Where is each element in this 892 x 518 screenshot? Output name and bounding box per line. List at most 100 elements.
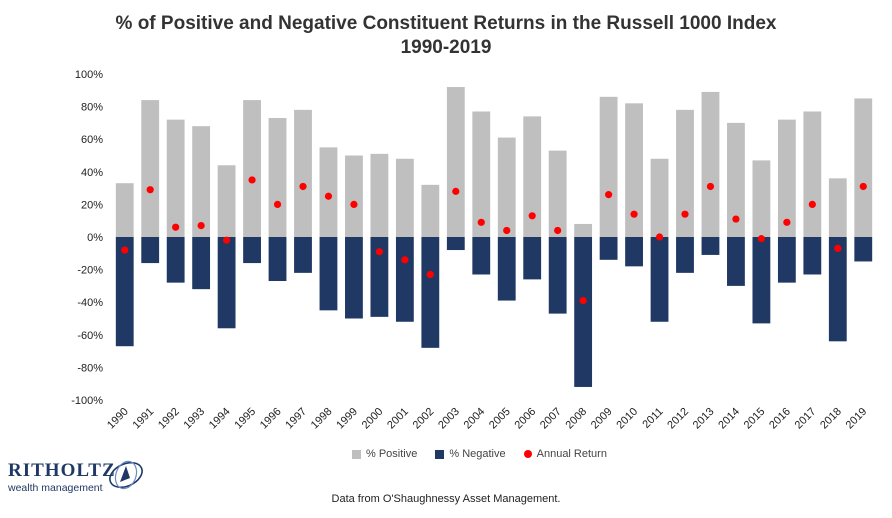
legend-item-annual: Annual Return <box>523 448 607 460</box>
logo-subtitle: wealth management <box>8 482 103 494</box>
annual-return-point <box>732 215 740 223</box>
annual-return-point <box>808 200 816 208</box>
annual-return-point <box>248 176 256 184</box>
positive-bar <box>141 100 160 237</box>
negative-bar <box>625 237 643 267</box>
legend-label-annual: Annual Return <box>536 448 607 460</box>
negative-bar <box>548 237 567 314</box>
x-tick-label: 2016 <box>767 406 793 432</box>
annual-return-point <box>299 182 307 191</box>
negative-bar <box>370 237 389 317</box>
annual-return-point <box>681 210 689 218</box>
source-note: Data from O'Shaughnessy Asset Management… <box>331 493 561 505</box>
chart-title-line2: 1990-2019 <box>400 37 492 58</box>
positive-bar <box>727 122 745 237</box>
positive-bar <box>777 119 796 237</box>
positive-bar <box>472 111 491 237</box>
negative-bar <box>446 237 465 251</box>
x-tick-label: 2019 <box>844 406 870 432</box>
y-tick-label: -40% <box>77 297 103 309</box>
positive-bar <box>192 126 211 237</box>
x-tick-label: 2012 <box>665 406 691 432</box>
positive-bar <box>803 111 822 237</box>
logo-emblem-icon <box>109 460 143 490</box>
annual-return-point <box>477 218 485 226</box>
positive-bar <box>268 118 287 237</box>
x-tick-label: 1995 <box>232 406 258 432</box>
x-tick-label: 2015 <box>742 406 768 432</box>
positive-bar <box>370 153 389 237</box>
negative-bar <box>268 237 287 282</box>
positive-bar <box>421 184 440 237</box>
positive-bar <box>497 137 516 237</box>
positive-bar <box>650 158 669 237</box>
positive-bar <box>243 100 261 237</box>
positive-bar <box>523 116 542 237</box>
negative-bar <box>777 237 796 283</box>
negative-bar <box>676 237 694 273</box>
y-tick-label: 80% <box>81 102 103 114</box>
chart-canvas: -100% -80% -60% -40% -20% 0% 20% 40% 60% 80% 100% 1… <box>71 69 873 432</box>
positive-bar <box>446 87 465 237</box>
annual-return-point <box>859 182 867 191</box>
negative-bar <box>345 237 363 319</box>
negative-bar <box>319 237 338 311</box>
annual-return-point <box>757 235 766 243</box>
x-tick-label: 2010 <box>614 406 640 432</box>
annual-return-point <box>706 182 715 191</box>
x-tick-label: 1992 <box>156 406 182 432</box>
positive-bar <box>166 119 185 237</box>
positive-bar <box>115 183 134 237</box>
x-tick-label: 2017 <box>793 406 819 432</box>
positive-bar <box>345 155 363 237</box>
annual-return-point <box>121 246 129 254</box>
x-tick-label: 2005 <box>487 406 513 432</box>
annual-return-point <box>503 226 511 235</box>
annual-return-point <box>783 218 791 226</box>
y-tick-label: -80% <box>77 362 103 374</box>
positive-bar <box>625 103 643 237</box>
x-tick-label: 2013 <box>691 406 717 432</box>
negative-bar <box>166 237 185 283</box>
annual-return-point <box>324 192 333 200</box>
positive-bar <box>294 109 312 237</box>
chart-legend: % Positive % Negative Annual Return <box>352 448 607 460</box>
negative-bar <box>294 237 312 273</box>
annual-return-point <box>528 212 536 220</box>
y-tick-label: -20% <box>77 265 103 277</box>
annual-return-point <box>452 187 460 195</box>
legend-swatch-positive <box>352 449 361 459</box>
positive-bar <box>599 96 618 237</box>
negative-bar <box>421 237 440 348</box>
negative-bar <box>752 237 771 324</box>
x-tick-label: 2004 <box>462 406 488 432</box>
negative-bar <box>523 237 542 280</box>
negative-bar <box>727 237 745 286</box>
negative-bar <box>701 237 720 255</box>
x-tick-label: 2006 <box>513 406 539 432</box>
x-tick-label: 2011 <box>640 406 665 431</box>
legend-item-negative: % Negative <box>435 448 506 460</box>
annual-return-point <box>172 223 180 231</box>
annual-return-point <box>630 210 638 218</box>
annual-return-point <box>273 200 282 208</box>
y-tick-label: 60% <box>81 134 103 146</box>
y-tick-label: -60% <box>77 330 103 342</box>
legend-swatch-annual <box>523 450 532 458</box>
negative-bar <box>395 237 414 322</box>
y-tick-label: 20% <box>81 199 103 211</box>
legend-item-positive: % Positive <box>352 448 417 460</box>
y-tick-label: -100% <box>71 395 103 407</box>
negative-bar <box>854 237 873 262</box>
annual-return-point <box>834 244 842 253</box>
logo-wordmark: RITHOLTZ <box>8 460 116 481</box>
annual-return-point <box>375 248 383 256</box>
annual-return-point <box>426 270 434 279</box>
negative-bar <box>828 237 847 342</box>
chart-title-line1: % of Positive and Negative Constituent R… <box>115 13 777 34</box>
positive-bar <box>395 158 414 237</box>
y-tick-label: 100% <box>75 69 103 81</box>
x-tick-label: 2009 <box>589 406 615 432</box>
annual-return-point <box>605 191 613 199</box>
positive-bar <box>217 165 236 237</box>
